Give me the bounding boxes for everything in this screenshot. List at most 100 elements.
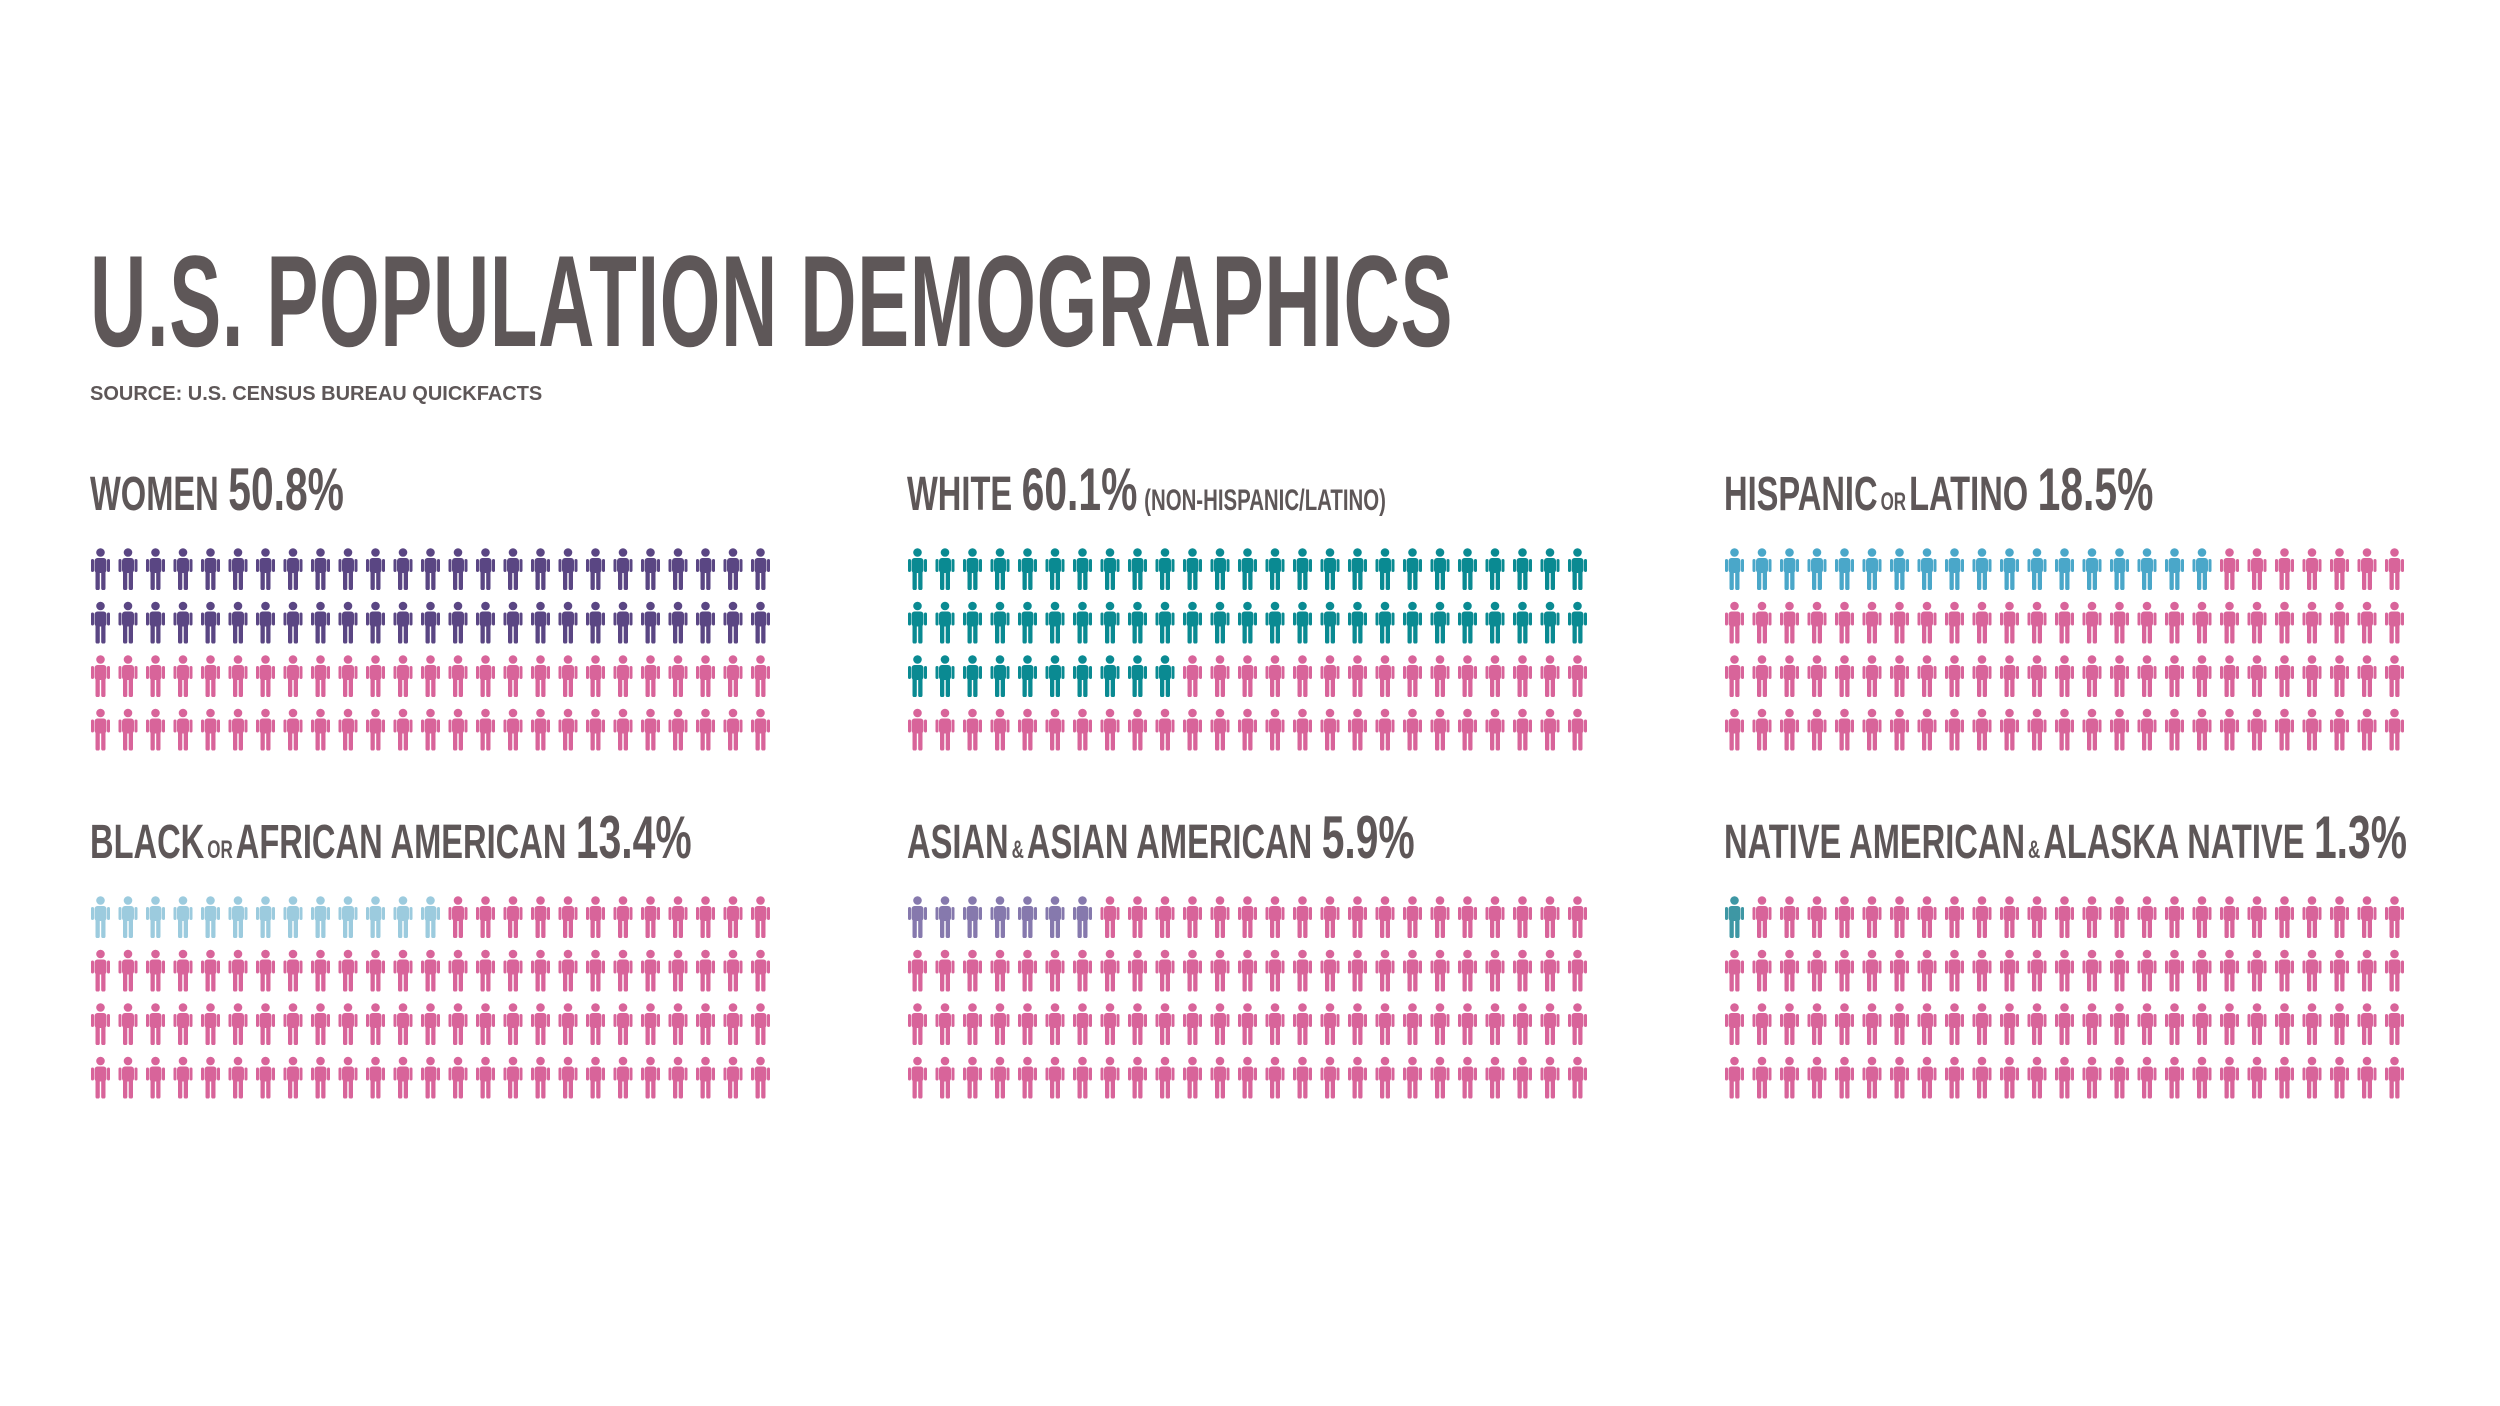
person-icon <box>146 1056 165 1099</box>
person-icon-highlighted <box>990 896 1010 938</box>
person-icon <box>1807 601 1827 644</box>
person-icon <box>256 949 275 992</box>
person-icon-highlighted <box>1403 548 1422 590</box>
person-icon-highlighted <box>1155 548 1175 590</box>
person-icon <box>118 949 138 992</box>
person-icon <box>2027 708 2047 751</box>
panel-heading: NATIVE AMERICAN & ALASKA NATIVE 1.3% <box>1724 808 2407 872</box>
person-icon <box>641 655 660 697</box>
person-icon-highlighted <box>366 896 385 938</box>
person-icon <box>613 949 633 992</box>
person-icon <box>1293 655 1312 697</box>
person-icon <box>2302 1003 2322 1045</box>
person-icon-highlighted <box>228 548 248 590</box>
person-icon <box>2220 708 2239 751</box>
person-icon <box>1403 949 1422 992</box>
person-icon <box>1045 708 1065 751</box>
person-icon <box>1945 1056 1964 1099</box>
person-icon <box>476 1056 495 1099</box>
person-icon-highlighted <box>935 896 955 938</box>
person-icon <box>1183 1056 1202 1099</box>
person-icon <box>476 896 495 938</box>
person-icon <box>256 655 275 697</box>
person-icon <box>393 655 413 697</box>
person-icon-highlighted <box>1348 548 1367 590</box>
person-icon <box>1890 1003 1909 1045</box>
person-icon-highlighted <box>1403 601 1422 644</box>
person-icon <box>613 708 633 751</box>
person-icon <box>1100 1003 1120 1045</box>
pictogram-svg <box>908 548 1587 751</box>
person-icon <box>1835 601 1854 644</box>
person-icon <box>421 655 440 697</box>
person-icon-highlighted <box>421 548 440 590</box>
person-icon <box>201 949 220 992</box>
person-icon-highlighted <box>990 601 1010 644</box>
person-icon <box>1375 949 1395 992</box>
person-icon-highlighted <box>338 548 358 590</box>
person-icon <box>668 708 688 751</box>
person-icon <box>1485 1056 1505 1099</box>
person-icon <box>723 896 743 938</box>
person-icon <box>2302 548 2322 590</box>
pictogram-svg <box>1725 548 2404 751</box>
panel-heading: HISPANIC OR LATINO 18.5% <box>1724 460 2193 524</box>
category-label: WOMEN <box>90 468 219 521</box>
person-icon <box>311 1056 330 1099</box>
person-icon <box>2220 896 2239 938</box>
person-icon <box>1293 1056 1312 1099</box>
person-icon <box>366 1056 385 1099</box>
person-icon <box>613 1056 633 1099</box>
person-icon <box>723 1003 743 1045</box>
person-icon <box>1835 949 1854 992</box>
person-icon <box>1807 1056 1827 1099</box>
person-icon <box>1725 1056 1744 1099</box>
person-icon <box>1100 949 1120 992</box>
person-icon <box>2192 1003 2212 1045</box>
person-icon <box>2330 1003 2349 1045</box>
person-icon <box>696 949 715 992</box>
person-icon <box>201 1003 220 1045</box>
person-icon <box>2110 949 2129 992</box>
person-icon-highlighted <box>586 548 605 590</box>
person-icon-highlighted <box>311 896 330 938</box>
person-icon <box>1862 1056 1882 1099</box>
person-icon <box>1540 1056 1560 1099</box>
person-icon <box>531 949 550 992</box>
person-icon <box>2275 655 2294 697</box>
person-icon <box>1945 655 1964 697</box>
person-icon-highlighted <box>1183 601 1202 644</box>
person-icon-highlighted <box>1045 601 1065 644</box>
person-icon-highlighted <box>311 548 330 590</box>
person-icon <box>1265 1056 1285 1099</box>
person-icon <box>668 1056 688 1099</box>
person-icon-highlighted <box>1917 548 1937 590</box>
person-icon <box>558 708 578 751</box>
person-icon <box>1320 1056 1340 1099</box>
person-icon <box>696 1056 715 1099</box>
person-icon <box>751 949 770 992</box>
person-icon-highlighted <box>1320 548 1340 590</box>
category-label: ASIAN <box>907 816 1009 869</box>
person-icon <box>1155 1003 1175 1045</box>
person-icon-highlighted <box>201 896 220 938</box>
person-icon <box>2330 896 2349 938</box>
person-icon <box>908 1056 927 1099</box>
person-icon <box>1018 1003 1037 1045</box>
person-icon-highlighted <box>1183 548 1202 590</box>
person-icon <box>2000 655 2019 697</box>
person-icon <box>1513 896 1532 938</box>
person-icon <box>2192 896 2212 938</box>
person-icon <box>1917 708 1937 751</box>
person-icon <box>2027 1056 2047 1099</box>
person-icon <box>2165 1056 2184 1099</box>
person-icon-highlighted <box>723 548 743 590</box>
person-icon <box>2302 949 2322 992</box>
person-icon <box>1403 896 1422 938</box>
person-icon-highlighted <box>668 548 688 590</box>
person-icon <box>2385 896 2404 938</box>
person-icon-highlighted <box>1100 655 1120 697</box>
person-icon <box>1348 655 1367 697</box>
person-icon <box>696 655 715 697</box>
person-icon <box>586 1056 605 1099</box>
